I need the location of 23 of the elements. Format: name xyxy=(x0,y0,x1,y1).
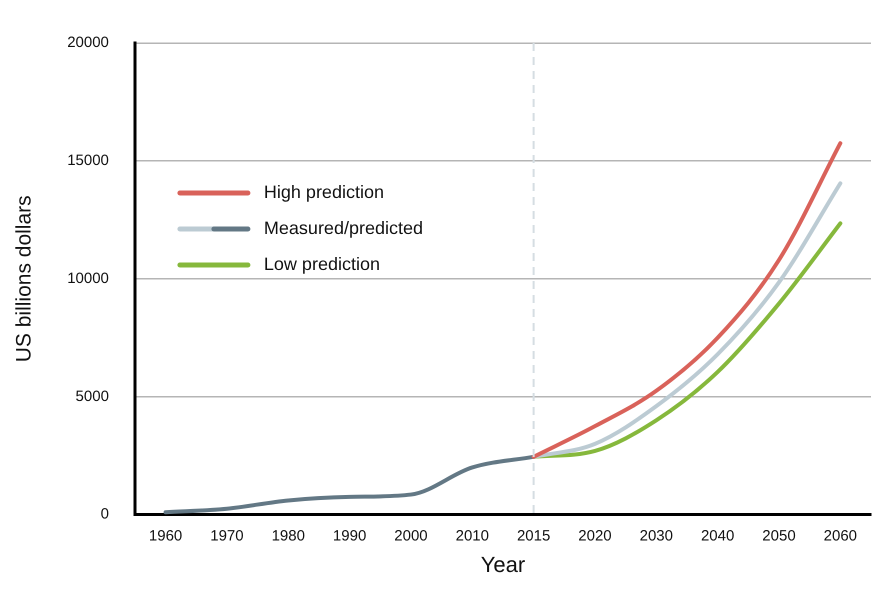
x-axis-title: Year xyxy=(480,552,526,577)
legend-label: Measured/predicted xyxy=(264,218,424,238)
x-tick-label: 1990 xyxy=(332,528,366,545)
x-tick-label: 2040 xyxy=(700,528,734,545)
y-tick-label: 10000 xyxy=(67,270,109,287)
x-tick-label: 2015 xyxy=(516,528,550,545)
x-tick-label: 2020 xyxy=(578,528,612,545)
x-tick-label: 2010 xyxy=(456,528,489,545)
x-tick-label: 2030 xyxy=(640,528,673,545)
y-tick-label: 0 xyxy=(100,506,109,523)
x-tick-label: 1970 xyxy=(210,528,244,545)
x-tick-label: 1980 xyxy=(272,528,305,545)
y-tick-label: 15000 xyxy=(67,152,109,170)
y-axis-title: US billions dollars xyxy=(12,195,36,362)
legend-label: High prediction xyxy=(264,182,384,202)
x-tick-label: 1960 xyxy=(148,528,182,545)
y-tick-label: 5000 xyxy=(76,388,109,405)
line-series xyxy=(164,454,536,514)
x-tick-label: 2050 xyxy=(762,528,796,545)
legend-label: Low prediction xyxy=(264,254,380,274)
x-tick-label: 2000 xyxy=(394,528,428,545)
y-tick-label: 20000 xyxy=(67,34,109,52)
x-tick-label: 2060 xyxy=(824,528,858,545)
